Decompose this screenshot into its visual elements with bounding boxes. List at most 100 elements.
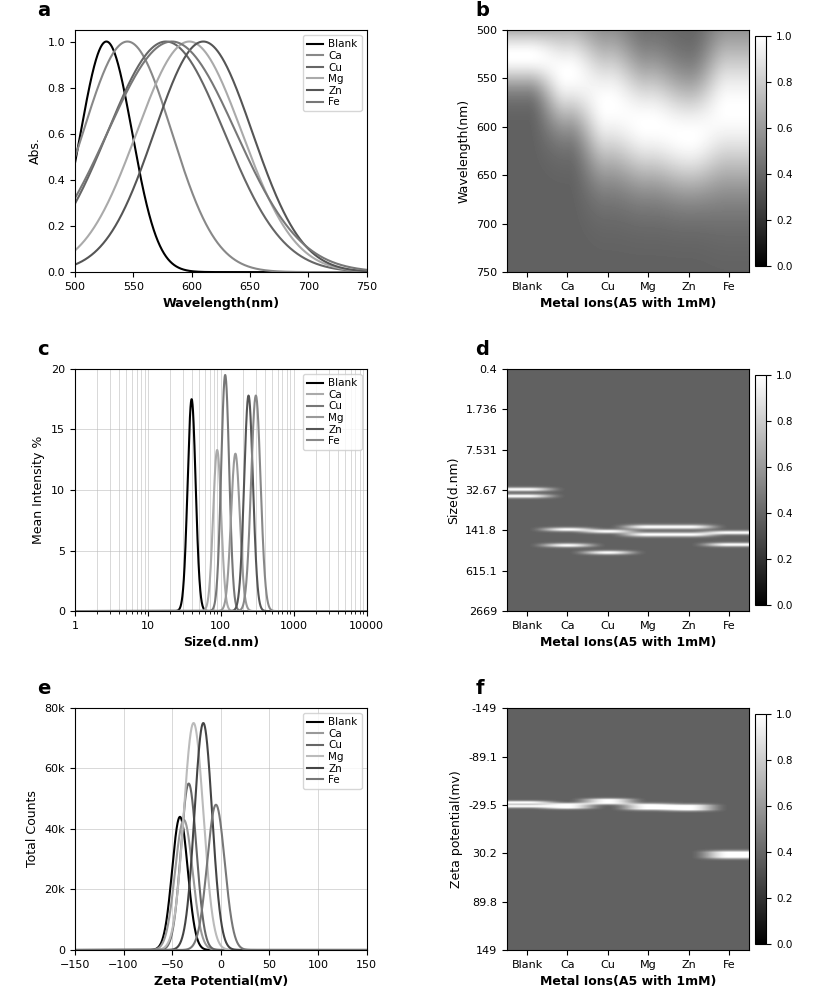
Fe [70, 944, 80, 956]
Zn [354, 605, 364, 617]
Cu [85, 605, 95, 617]
Mg [212, 931, 222, 943]
Cu [362, 265, 372, 277]
Blank [342, 605, 352, 617]
Cu [184, 778, 194, 790]
Line: Cu: Cu [75, 375, 367, 611]
Fe [188, 48, 198, 60]
Zn [270, 188, 280, 200]
Ca [212, 444, 222, 456]
Mg [354, 944, 364, 956]
Zn [212, 605, 222, 617]
Ca [300, 605, 310, 617]
Zn [362, 944, 372, 956]
Fe [85, 605, 95, 617]
Cu [204, 605, 214, 617]
Blank [354, 944, 364, 956]
Legend: Blank, Ca, Cu, Mg, Zn, Fe: Blank, Ca, Cu, Mg, Zn, Fe [303, 35, 362, 111]
Line: Mg: Mg [75, 723, 367, 950]
Blank [70, 944, 80, 956]
Blank [212, 944, 222, 956]
Line: Blank: Blank [75, 42, 367, 272]
Mg [212, 605, 222, 617]
Mg [354, 605, 364, 617]
Text: e: e [37, 679, 50, 698]
Cu [70, 198, 80, 210]
Legend: Blank, Ca, Cu, Mg, Zn, Fe: Blank, Ca, Cu, Mg, Zn, Fe [303, 713, 362, 789]
Ca [300, 944, 310, 956]
Line: Mg: Mg [75, 42, 367, 271]
Mg [298, 244, 308, 256]
Mg [204, 605, 214, 617]
Fe [211, 799, 221, 811]
Fe [199, 62, 209, 74]
Mg [189, 717, 199, 729]
Ca [354, 944, 364, 956]
Ca [362, 605, 372, 617]
Ca [204, 584, 214, 596]
Blank [354, 944, 364, 956]
Mg [300, 944, 310, 956]
Ca [179, 814, 189, 826]
Fe [362, 605, 372, 617]
Fe [70, 192, 80, 204]
Ca [270, 265, 280, 277]
Cu [212, 944, 222, 956]
Cu [199, 79, 209, 91]
Zn [354, 605, 364, 617]
Blank [199, 266, 209, 278]
Line: Fe: Fe [75, 805, 367, 950]
Zn [362, 265, 372, 277]
Blank [70, 605, 80, 617]
Fe [354, 605, 364, 617]
X-axis label: Metal Ions(A5 with 1mM): Metal Ions(A5 with 1mM) [540, 636, 716, 649]
Cu [204, 939, 214, 951]
Blank [70, 158, 80, 170]
Mg [300, 605, 310, 617]
Cu [298, 251, 308, 263]
Line: Zn: Zn [75, 723, 367, 950]
Mg [185, 36, 195, 48]
Cu [300, 944, 310, 956]
Blank [362, 266, 372, 278]
Line: Ca: Ca [75, 820, 367, 950]
Cu [354, 944, 364, 956]
Mg [70, 944, 80, 956]
Blank [270, 266, 280, 278]
Zn [70, 605, 80, 617]
Cu [354, 605, 364, 617]
Ca [354, 944, 364, 956]
Blank [354, 605, 364, 617]
Cu [300, 605, 310, 617]
Fe [354, 944, 364, 956]
Cu [85, 944, 95, 956]
Fe [204, 605, 214, 617]
X-axis label: Wavelength(nm): Wavelength(nm) [162, 297, 280, 310]
Zn [244, 390, 254, 402]
Mg [362, 605, 372, 617]
Text: b: b [475, 1, 489, 20]
Fe [362, 944, 372, 956]
Fe [70, 605, 80, 617]
Zn [198, 717, 208, 729]
Ca [122, 36, 132, 48]
Blank [300, 605, 310, 617]
Text: a: a [37, 1, 50, 20]
X-axis label: Metal Ions(A5 with 1mM): Metal Ions(A5 with 1mM) [540, 975, 716, 988]
X-axis label: Size(d.nm): Size(d.nm) [183, 636, 259, 649]
Cu [100, 133, 110, 145]
Blank [354, 605, 364, 617]
Zn [300, 605, 310, 617]
Cu [303, 254, 313, 266]
Text: d: d [475, 340, 489, 359]
Zn [199, 36, 209, 48]
Ca [204, 942, 214, 954]
Fe [270, 204, 280, 216]
Zn [199, 36, 209, 48]
Cu [362, 944, 372, 956]
X-axis label: Metal Ions(A5 with 1mM): Metal Ions(A5 with 1mM) [540, 297, 716, 310]
Ca [362, 266, 372, 278]
Fe [303, 242, 313, 254]
Zn [204, 605, 214, 617]
Blank [298, 266, 308, 278]
